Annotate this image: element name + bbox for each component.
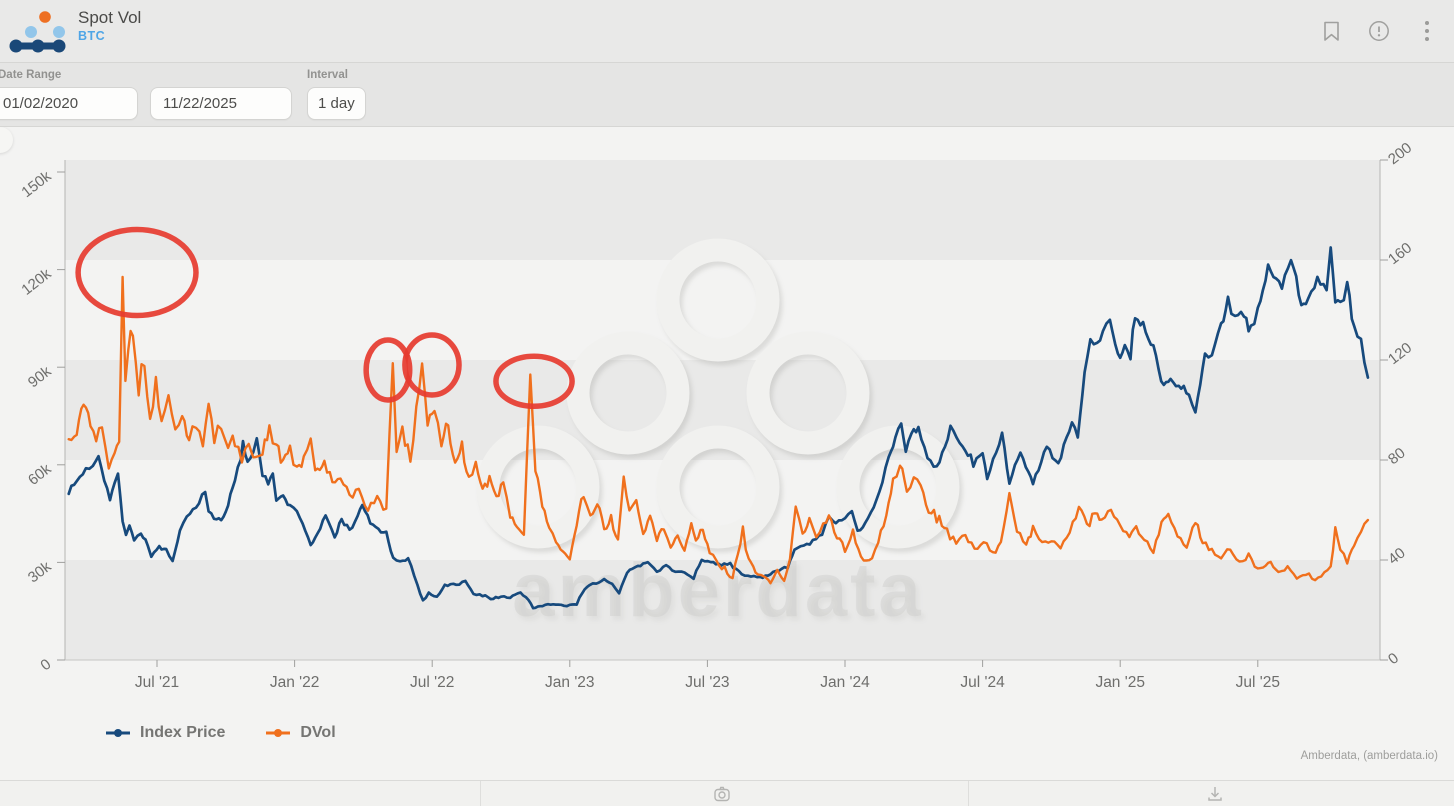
date-from-input[interactable] bbox=[0, 87, 138, 120]
svg-text:0: 0 bbox=[37, 656, 54, 675]
svg-text:120: 120 bbox=[1385, 339, 1415, 368]
svg-text:Jan '25: Jan '25 bbox=[1095, 674, 1145, 691]
svg-text:Jul '25: Jul '25 bbox=[1236, 674, 1280, 691]
footer-divider bbox=[968, 781, 969, 806]
svg-text:Jul '21: Jul '21 bbox=[135, 674, 179, 691]
svg-text:Jan '23: Jan '23 bbox=[545, 674, 595, 691]
index-price-line-icon bbox=[106, 729, 130, 737]
bookmark-icon bbox=[1323, 21, 1339, 41]
legend-label-index-price: Index Price bbox=[140, 724, 226, 741]
legend-item-index-price[interactable]: Index Price bbox=[105, 724, 225, 742]
svg-text:90k: 90k bbox=[25, 363, 55, 392]
svg-text:200: 200 bbox=[1385, 139, 1415, 168]
footer-divider bbox=[480, 781, 481, 806]
header-bar: Spot Vol BTC bbox=[0, 0, 1454, 63]
info-button[interactable] bbox=[1366, 18, 1392, 44]
chart-legend: Index Price DVol bbox=[105, 724, 336, 742]
info-icon bbox=[1369, 21, 1389, 41]
filter-toolbar: Date Range Interval 1 day bbox=[0, 63, 1454, 127]
download-icon bbox=[1208, 787, 1222, 801]
page-title: Spot Vol bbox=[78, 8, 142, 27]
svg-text:Jul '23: Jul '23 bbox=[685, 674, 729, 691]
kebab-menu-icon bbox=[1425, 21, 1429, 41]
svg-text:120k: 120k bbox=[18, 265, 54, 299]
panel-edge-handle[interactable] bbox=[0, 127, 13, 153]
svg-text:60k: 60k bbox=[25, 460, 55, 489]
interval-label: Interval bbox=[307, 69, 348, 81]
attribution-text: Amberdata, (amberdata.io) bbox=[1300, 750, 1438, 762]
download-button[interactable] bbox=[1200, 782, 1230, 806]
camera-icon bbox=[714, 786, 730, 802]
svg-text:150k: 150k bbox=[18, 167, 54, 201]
svg-text:0: 0 bbox=[1385, 650, 1402, 669]
svg-text:amberdata: amberdata bbox=[512, 548, 923, 633]
interval-select[interactable]: 1 day bbox=[307, 87, 366, 120]
footer-bar bbox=[0, 780, 1454, 806]
date-to-input[interactable] bbox=[150, 87, 292, 120]
dvol-line-icon bbox=[266, 729, 291, 737]
date-range-label: Date Range bbox=[0, 69, 62, 81]
amberdata-logo-icon bbox=[9, 11, 66, 53]
svg-text:Jul '24: Jul '24 bbox=[960, 674, 1005, 691]
svg-text:Jan '22: Jan '22 bbox=[270, 674, 320, 691]
svg-text:Jan '24: Jan '24 bbox=[820, 674, 870, 691]
svg-text:160: 160 bbox=[1385, 239, 1415, 268]
svg-text:30k: 30k bbox=[25, 558, 55, 587]
bookmark-button[interactable] bbox=[1318, 18, 1344, 44]
snapshot-button[interactable] bbox=[707, 782, 737, 806]
svg-text:80: 80 bbox=[1385, 444, 1409, 468]
asset-label: BTC bbox=[78, 29, 106, 43]
svg-text:40: 40 bbox=[1385, 544, 1409, 568]
legend-item-dvol[interactable]: DVol bbox=[265, 724, 336, 742]
overflow-menu-button[interactable] bbox=[1414, 18, 1440, 44]
svg-text:Jul '22: Jul '22 bbox=[410, 674, 454, 691]
legend-label-dvol: DVol bbox=[300, 724, 336, 741]
